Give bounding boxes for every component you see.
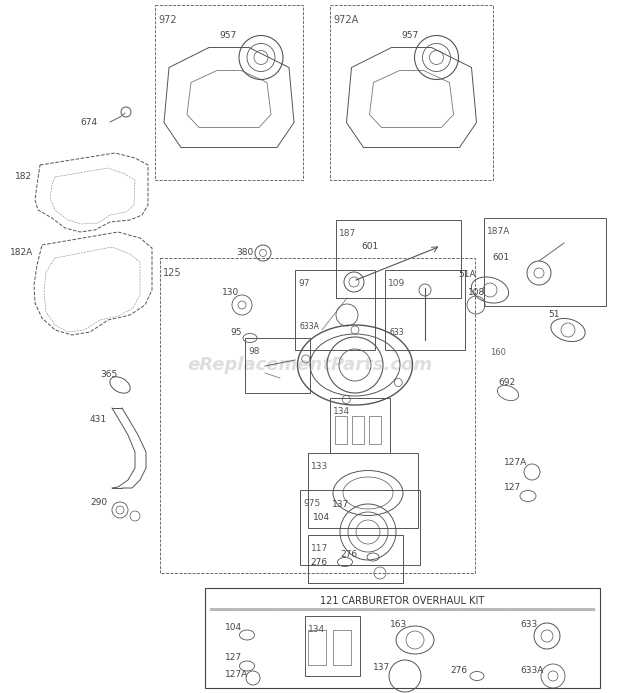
Bar (484, 218, 606, 306)
Text: 104: 104 (313, 513, 330, 522)
Bar (245, 338, 310, 393)
Text: 365: 365 (100, 370, 117, 379)
Text: 117: 117 (311, 544, 328, 553)
Text: 134: 134 (308, 625, 325, 634)
Text: 187A: 187A (487, 227, 510, 236)
Text: 380: 380 (236, 248, 253, 257)
Text: 182A: 182A (10, 248, 33, 257)
Bar (308, 453, 418, 528)
Text: 290: 290 (90, 498, 107, 507)
Bar (330, 5, 493, 180)
Text: 975: 975 (303, 499, 321, 508)
Text: 187: 187 (339, 229, 356, 238)
Text: 972: 972 (158, 15, 177, 25)
Bar (330, 398, 390, 453)
Text: 130: 130 (222, 288, 239, 297)
Text: 957: 957 (402, 30, 418, 40)
Text: 957: 957 (219, 30, 236, 40)
Bar (333, 630, 351, 665)
Text: 601: 601 (361, 242, 378, 251)
Bar (295, 270, 375, 350)
Text: 163: 163 (390, 620, 407, 629)
Bar (210, 608, 595, 611)
Text: 127A: 127A (504, 458, 527, 467)
Text: 134: 134 (333, 407, 350, 416)
Bar (308, 535, 403, 583)
Text: 97: 97 (298, 279, 309, 288)
Text: 692: 692 (498, 378, 515, 387)
Text: 133: 133 (311, 462, 328, 471)
Text: 108: 108 (468, 288, 485, 297)
Text: 51: 51 (548, 310, 559, 319)
Text: 601: 601 (492, 253, 509, 262)
Bar (205, 588, 600, 688)
Text: 633A: 633A (520, 666, 543, 675)
Bar (352, 416, 364, 444)
Text: 127: 127 (504, 483, 521, 492)
Text: 972A: 972A (333, 15, 358, 25)
Text: 633A: 633A (300, 322, 320, 331)
Text: 160: 160 (490, 348, 506, 357)
Text: 674: 674 (80, 118, 97, 127)
Text: 125: 125 (163, 268, 182, 278)
Text: 98: 98 (248, 347, 260, 356)
Text: eReplacementParts.com: eReplacementParts.com (187, 356, 433, 374)
Text: 633: 633 (390, 328, 405, 337)
Text: 95: 95 (230, 328, 242, 337)
Text: 276: 276 (310, 558, 327, 567)
Bar (160, 258, 475, 573)
Text: 127A: 127A (225, 670, 248, 679)
Text: 276: 276 (340, 550, 357, 559)
Text: 121 CARBURETOR OVERHAUL KIT: 121 CARBURETOR OVERHAUL KIT (321, 596, 485, 606)
Bar (308, 630, 326, 665)
Bar (155, 5, 303, 180)
Text: 137: 137 (332, 500, 349, 509)
Text: 182: 182 (15, 172, 32, 181)
Bar (385, 270, 465, 350)
Text: 431: 431 (90, 415, 107, 424)
Text: 109: 109 (388, 279, 405, 288)
Text: 104: 104 (225, 623, 242, 632)
Bar (336, 220, 461, 298)
Bar (369, 416, 381, 444)
Bar (305, 616, 360, 676)
Text: 633: 633 (520, 620, 538, 629)
Text: 276: 276 (450, 666, 467, 675)
Text: 51A: 51A (458, 270, 476, 279)
Bar (300, 490, 420, 565)
Text: 127: 127 (225, 653, 242, 662)
Bar (335, 416, 347, 444)
Text: 137: 137 (373, 663, 390, 672)
